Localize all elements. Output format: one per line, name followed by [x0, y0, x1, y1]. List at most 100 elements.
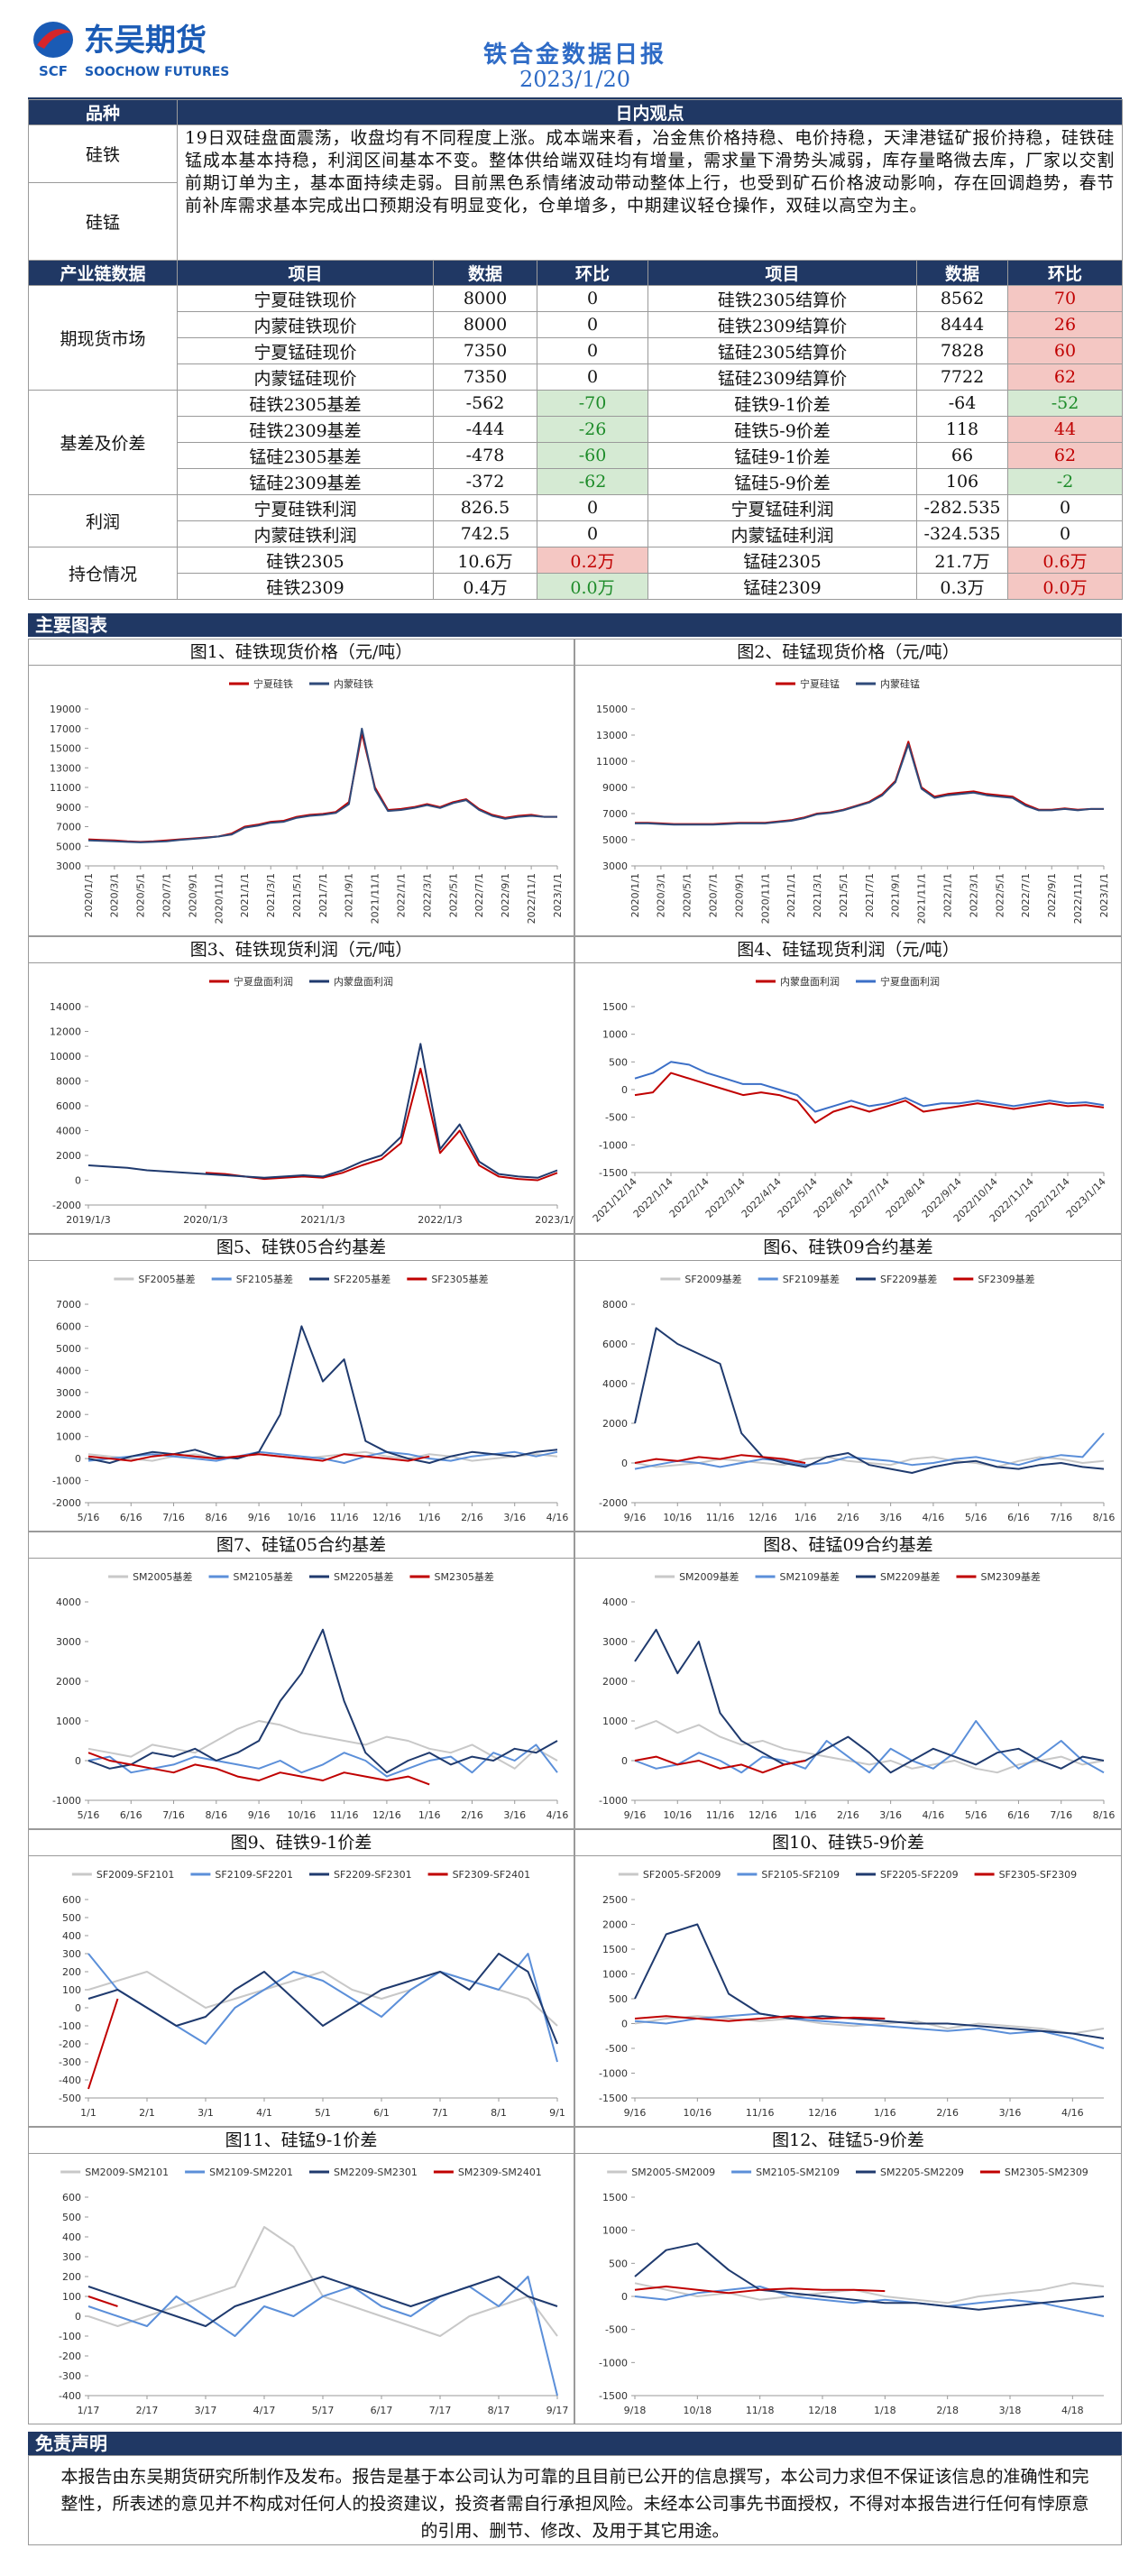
legend-item: SM2005基差 [108, 1570, 193, 1583]
x-tick-label: 2023/1/1 [552, 873, 564, 917]
x-tick-label: 4/16 [546, 1512, 569, 1523]
y-tick-label: 0 [621, 1084, 628, 1096]
legend-label: SF2209基差 [880, 1273, 937, 1285]
x-tick-label: 3/16 [503, 1512, 526, 1523]
change: 0 [537, 494, 648, 521]
legend-item: SF2009-SF2101 [71, 1869, 174, 1881]
y-tick-label: 200 [62, 1966, 81, 1978]
legend-item: SM2309-SM2401 [433, 2167, 542, 2178]
series-line [634, 2286, 886, 2295]
chart-cell: 图10、硅铁5-9价差 -1500 -1000 -500 0 500 1000 1500 200… [574, 1829, 1122, 2127]
chart-cell: 图9、硅铁9-1价差 -500 -400 -300 -200 -100 0 100 200 300… [28, 1829, 574, 2127]
y-tick-label: 500 [609, 2258, 628, 2269]
item: 锰硅2309结算价 [647, 363, 917, 391]
x-tick-label: 2021/9/1 [344, 873, 355, 917]
series-line [634, 2242, 1105, 2311]
legend: 宁夏硅锰 内蒙硅锰 [776, 677, 920, 690]
legend-item: SF2209基差 [856, 1273, 937, 1285]
series-line [87, 1720, 558, 1770]
chart-title: 图1、硅铁现货价格（元/吨） [29, 639, 574, 666]
x-tick-label: 2020/1/1 [83, 873, 95, 917]
x-tick-label: 2020/1/1 [629, 873, 641, 917]
x-tick-label: 2020/11/1 [759, 873, 771, 924]
item: 锰硅2305结算价 [647, 337, 917, 364]
y-tick-label: 15000 [50, 743, 81, 755]
y-tick-label: -1000 [599, 1139, 628, 1151]
chain-table: 产业链数据 项目 数据 环比 项目 数据 环比 期现货市场 宁夏硅铁现价 8000 0 硅铁2305结… [28, 260, 1123, 600]
value: -372 [433, 468, 537, 495]
x-tick-label: 7/16 [1050, 1512, 1072, 1523]
chain-header-row: 产业链数据 项目 数据 环比 项目 数据 环比 [28, 260, 1123, 286]
y-tick-label: 14000 [50, 1001, 81, 1013]
x-tick-label: 2021/11/1 [916, 873, 928, 924]
legend-item: SM2005-SM2009 [607, 2167, 715, 2178]
chain-row: 基差及价差 硅铁2305基差 -562 -70 硅铁9-1价差 -64 -52 [28, 390, 1123, 495]
item: 硅铁2309 [177, 573, 434, 600]
value: 7350 [433, 363, 537, 391]
value: 118 [916, 416, 1008, 443]
y-tick-label: 1500 [602, 1001, 628, 1013]
chart-cell: 图2、硅锰现货价格（元/吨） 3000 5000 7000 9000 11000 13000… [574, 639, 1122, 936]
x-tick-label: 6/16 [120, 1512, 142, 1523]
series-line [87, 727, 557, 843]
legend-item: SF2005基差 [114, 1273, 196, 1285]
y-tick-label: 1500 [602, 2192, 628, 2203]
x-tick-label: 2022/11/1 [1072, 873, 1084, 924]
chart: -1500-1000-5000500100015002021/12/142022… [591, 975, 1108, 1225]
legend-item: 宁夏盘面利润 [856, 975, 940, 988]
series-line [87, 1628, 558, 1774]
change: -70 [537, 390, 648, 417]
series-line [87, 1998, 119, 2090]
item: 硅铁2309结算价 [647, 311, 917, 338]
series-line [87, 1953, 558, 2063]
item: 宁夏锰硅利润 [647, 494, 917, 521]
change: -26 [537, 416, 648, 443]
chain-header: 项目 [647, 260, 917, 286]
x-tick-label: 3/16 [999, 2107, 1022, 2119]
y-tick-label: 1000 [56, 1431, 81, 1443]
x-tick-label: 2021/5/1 [838, 873, 850, 917]
legend-label: SM2109基差 [780, 1570, 840, 1583]
legend-label: SF2009基差 [684, 1273, 741, 1285]
y-tick-label: -400 [59, 2075, 81, 2086]
x-tick-label: 5/16 [78, 1512, 100, 1523]
x-tick-label: 2022/7/1 [473, 873, 485, 917]
x-tick-label: 2022/1/3 [418, 1214, 462, 1226]
legend-item: SM2109基差 [755, 1570, 840, 1583]
item: 锰硅2309基差 [177, 468, 434, 495]
chain-row: 期现货市场 宁夏硅铁现价 8000 0 硅铁2305结算价 8562 70 [28, 285, 1123, 391]
chart: -2000 -1000 0 1000 2000 3000 4000 5000 6000 7000 5… [52, 1273, 569, 1523]
legend-item: SF2009基差 [660, 1273, 742, 1285]
legend: 宁夏盘面利润 内蒙盘面利润 [209, 975, 393, 988]
x-tick-label: 1/16 [418, 1809, 441, 1821]
y-tick-label: 1000 [602, 1969, 628, 1981]
y-tick-label: 600 [62, 2192, 81, 2203]
legend: 宁夏硅铁 内蒙硅铁 [229, 677, 373, 690]
legend-item: SM2305-SM2309 [979, 2167, 1088, 2178]
item: 内蒙锰硅利润 [647, 520, 917, 547]
y-tick-label: 0 [75, 1755, 81, 1767]
legend-label: SM2205-SM2209 [880, 2167, 964, 2178]
x-tick-label: 2021/7/1 [317, 873, 329, 917]
item: 内蒙锰硅现价 [177, 363, 434, 391]
value: -562 [433, 390, 537, 417]
legend-label: 宁夏盘面利润 [234, 975, 293, 988]
legend-item: SM2309基差 [956, 1570, 1041, 1583]
legend-label: 宁夏硅铁 [253, 677, 293, 690]
legend-label: SM2109-SM2201 [209, 2167, 293, 2178]
y-tick-label: 1000 [56, 1716, 81, 1727]
x-tick-label: 5/17 [312, 2405, 335, 2416]
series-line [634, 1432, 1105, 1470]
value: 742.5 [433, 520, 537, 547]
item: 宁夏锰硅现价 [177, 337, 434, 364]
change: 0 [1007, 520, 1123, 547]
value: 826.5 [433, 494, 537, 521]
legend-item: SF2309基差 [953, 1273, 1035, 1285]
x-tick-label: 11/16 [706, 1809, 735, 1821]
chart: -500 -400 -300 -200 -100 0 100 200 300 400 500 600 1… [59, 1869, 565, 2119]
legend-label: SF2209-SF2301 [334, 1869, 412, 1881]
chart-title: 图3、硅铁现货利润（元/吨） [29, 937, 574, 963]
x-tick-label: 2020/3/1 [656, 873, 667, 917]
x-tick-label: 2023/1/3 [535, 1214, 574, 1226]
y-tick-label: 0 [621, 1755, 628, 1767]
